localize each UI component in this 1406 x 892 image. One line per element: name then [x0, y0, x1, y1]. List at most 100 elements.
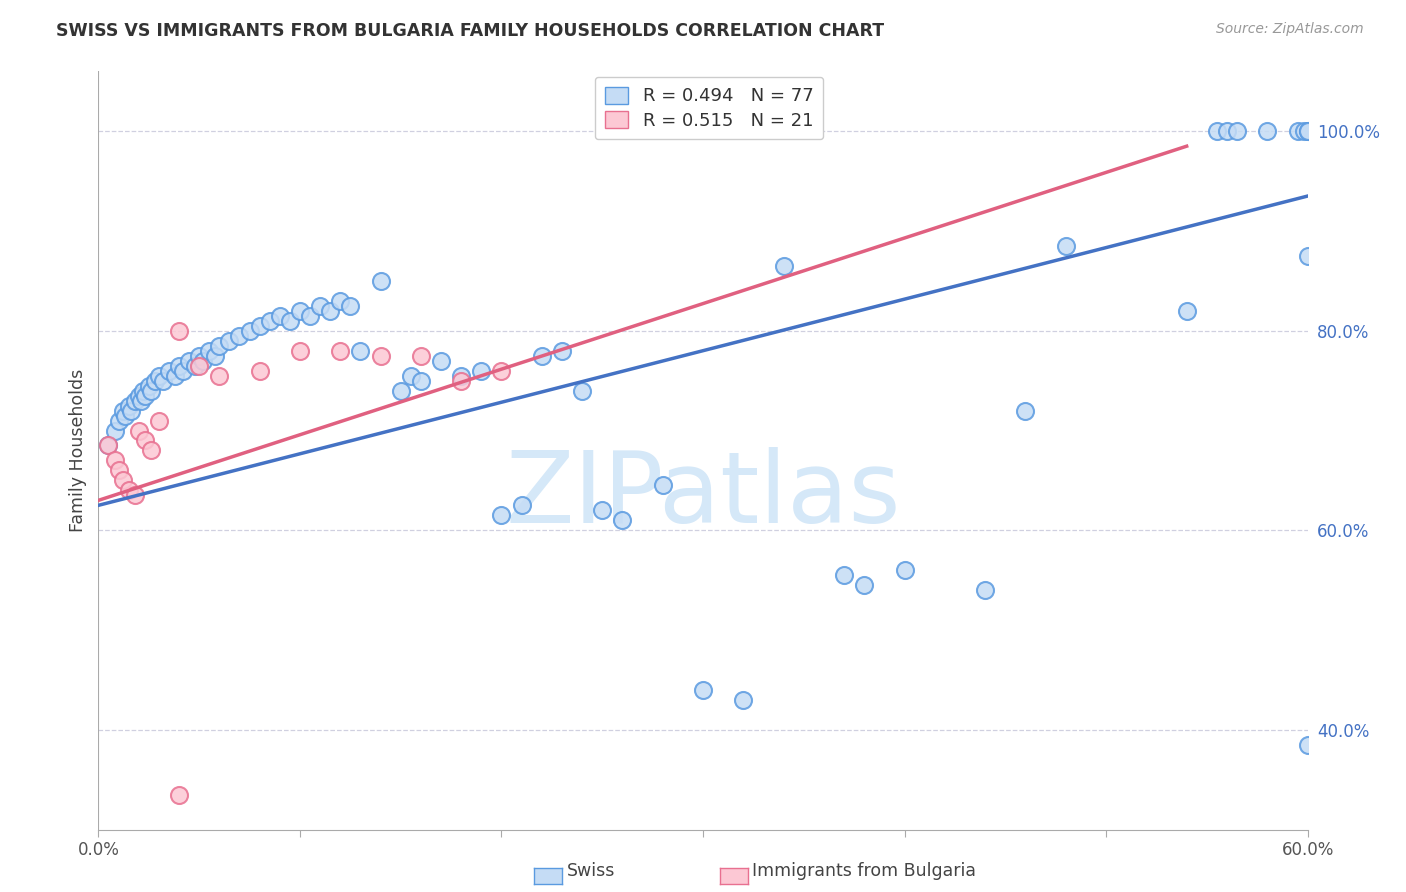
- Point: [450, 374, 472, 388]
- Point: [132, 384, 155, 398]
- Point: [772, 259, 794, 273]
- Point: [107, 413, 129, 427]
- Point: [1286, 124, 1309, 138]
- Point: [309, 299, 332, 313]
- Point: [651, 478, 673, 492]
- Point: [299, 309, 322, 323]
- Point: [288, 343, 311, 358]
- Point: [143, 374, 166, 388]
- Point: [349, 343, 371, 358]
- Point: [430, 353, 453, 368]
- Legend: R = 0.494   N = 77, R = 0.515   N = 21: R = 0.494 N = 77, R = 0.515 N = 21: [595, 77, 824, 139]
- Point: [571, 384, 593, 398]
- Point: [184, 359, 207, 373]
- Point: [118, 483, 141, 498]
- Point: [188, 359, 211, 373]
- Point: [124, 488, 146, 502]
- Point: [1014, 403, 1036, 417]
- Point: [167, 788, 190, 802]
- Point: [450, 368, 472, 383]
- Point: [370, 274, 392, 288]
- Point: [832, 568, 855, 582]
- Point: [148, 413, 170, 427]
- Point: [128, 424, 150, 438]
- Text: Swiss: Swiss: [567, 863, 614, 880]
- Point: [733, 693, 755, 707]
- Point: [329, 293, 352, 308]
- Y-axis label: Family Households: Family Households: [69, 368, 87, 533]
- Point: [399, 368, 422, 383]
- Point: [167, 324, 190, 338]
- Point: [157, 364, 180, 378]
- Point: [692, 682, 714, 697]
- Point: [1216, 124, 1239, 138]
- Point: [409, 349, 432, 363]
- Point: [204, 349, 226, 363]
- Point: [152, 374, 174, 388]
- Point: [208, 339, 231, 353]
- Point: [148, 368, 170, 383]
- Point: [188, 349, 211, 363]
- Point: [103, 424, 125, 438]
- Point: [1296, 249, 1319, 263]
- Point: [97, 438, 120, 452]
- Point: [118, 399, 141, 413]
- Point: [1296, 738, 1319, 752]
- Point: [1175, 303, 1198, 318]
- Point: [1256, 124, 1278, 138]
- Point: [1296, 124, 1319, 138]
- Point: [139, 384, 162, 398]
- Point: [249, 364, 271, 378]
- Point: [259, 314, 281, 328]
- Point: [97, 438, 120, 452]
- Text: Source: ZipAtlas.com: Source: ZipAtlas.com: [1216, 22, 1364, 37]
- Point: [530, 349, 553, 363]
- Point: [134, 434, 156, 448]
- Point: [239, 324, 262, 338]
- Point: [510, 499, 533, 513]
- Point: [409, 374, 432, 388]
- Point: [288, 303, 311, 318]
- Point: [138, 378, 160, 392]
- Point: [218, 334, 240, 348]
- Point: [1054, 239, 1077, 253]
- Point: [124, 393, 146, 408]
- Point: [269, 309, 291, 323]
- Point: [128, 388, 150, 402]
- Point: [1206, 124, 1229, 138]
- Point: [228, 328, 250, 343]
- Point: [591, 503, 613, 517]
- Point: [389, 384, 412, 398]
- Point: [491, 364, 513, 378]
- Point: [470, 364, 492, 378]
- Point: [278, 314, 301, 328]
- Point: [129, 393, 152, 408]
- Point: [107, 463, 129, 477]
- Point: [114, 409, 136, 423]
- Point: [853, 578, 876, 592]
- Point: [208, 368, 231, 383]
- Point: [111, 474, 134, 488]
- Point: [893, 563, 915, 577]
- Point: [134, 388, 156, 402]
- Point: [163, 368, 186, 383]
- Point: [198, 343, 221, 358]
- Point: [974, 583, 997, 598]
- Point: [167, 359, 190, 373]
- Point: [193, 353, 215, 368]
- Point: [319, 303, 342, 318]
- Point: [339, 299, 361, 313]
- Point: [111, 403, 134, 417]
- Point: [491, 508, 513, 523]
- Point: [172, 364, 194, 378]
- Text: Immigrants from Bulgaria: Immigrants from Bulgaria: [752, 863, 976, 880]
- Point: [551, 343, 574, 358]
- Point: [120, 403, 142, 417]
- Point: [139, 443, 162, 458]
- Point: [103, 453, 125, 467]
- Text: ZIPatlas: ZIPatlas: [505, 448, 901, 544]
- Text: SWISS VS IMMIGRANTS FROM BULGARIA FAMILY HOUSEHOLDS CORRELATION CHART: SWISS VS IMMIGRANTS FROM BULGARIA FAMILY…: [56, 22, 884, 40]
- Point: [179, 353, 201, 368]
- Point: [329, 343, 352, 358]
- Point: [1226, 124, 1249, 138]
